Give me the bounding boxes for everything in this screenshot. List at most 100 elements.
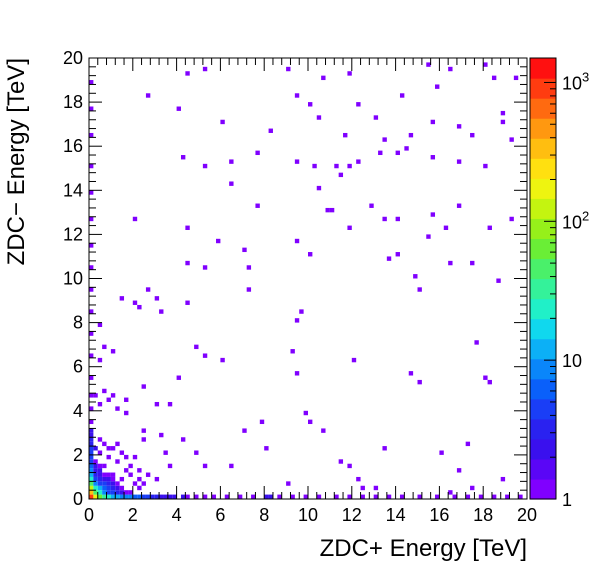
heatmap-bin bbox=[290, 349, 295, 354]
heatmap-bin bbox=[110, 393, 116, 398]
heatmap-bin bbox=[505, 494, 510, 499]
heatmap-bin bbox=[89, 432, 94, 438]
heatmap-bin bbox=[115, 494, 120, 499]
heatmap-bin bbox=[167, 494, 173, 499]
heatmap-bin bbox=[102, 494, 107, 499]
colorbar-tick-exponent: 3 bbox=[582, 69, 589, 84]
x-tick-label: 4 bbox=[172, 505, 182, 525]
heatmap-bin bbox=[426, 234, 431, 239]
heatmap-bin bbox=[474, 340, 479, 345]
colorbar-segment bbox=[530, 418, 556, 440]
heatmap-bin bbox=[115, 490, 120, 495]
heatmap-bin bbox=[360, 494, 365, 499]
heatmap-bin bbox=[435, 494, 440, 499]
y-tick-label: 8 bbox=[73, 313, 83, 333]
heatmap-bin bbox=[338, 172, 344, 178]
heatmap-bin bbox=[417, 379, 422, 385]
heatmap-bin bbox=[321, 75, 326, 81]
heatmap-bin bbox=[154, 401, 160, 407]
colorbar-segment bbox=[530, 458, 556, 480]
heatmap-bin bbox=[124, 468, 129, 473]
colorbar-segment bbox=[530, 378, 556, 400]
heatmap-bin bbox=[303, 410, 308, 416]
heatmap-bin bbox=[93, 494, 98, 499]
heatmap-bin bbox=[251, 494, 256, 499]
heatmap-bin bbox=[167, 463, 173, 469]
heatmap-bin bbox=[316, 494, 322, 499]
colorbar-segment bbox=[530, 98, 556, 119]
heatmap-bin bbox=[128, 463, 133, 469]
heatmap-bin bbox=[102, 481, 107, 486]
heatmap-bin bbox=[356, 159, 361, 164]
heatmap-bin bbox=[448, 66, 453, 72]
heatmap-bin bbox=[172, 494, 177, 499]
heatmap-bin bbox=[154, 494, 160, 499]
heatmap-bin bbox=[220, 119, 225, 125]
heatmap-bin bbox=[237, 494, 243, 499]
heatmap-bin bbox=[294, 159, 300, 164]
colorbar-tick-label: 1 bbox=[562, 490, 572, 510]
heatmap-bin bbox=[154, 476, 160, 482]
heatmap-bin bbox=[141, 384, 146, 389]
heatmap-bin bbox=[132, 494, 138, 499]
heatmap-bin bbox=[124, 490, 129, 495]
heatmap-bin bbox=[483, 163, 488, 169]
heatmap-bin bbox=[185, 225, 190, 230]
heatmap-bin bbox=[286, 66, 291, 72]
heatmap-bin bbox=[194, 494, 199, 499]
heatmap-bin bbox=[102, 490, 107, 495]
y-tick-label: 2 bbox=[73, 445, 83, 465]
heatmap-bin bbox=[124, 397, 129, 402]
heatmap-bin bbox=[110, 349, 116, 354]
heatmap-bin bbox=[294, 318, 300, 323]
heatmap-bins bbox=[89, 62, 523, 499]
heatmap-bin bbox=[89, 331, 94, 336]
heatmap-bin bbox=[93, 485, 98, 491]
heatmap-bin bbox=[316, 185, 322, 191]
heatmap-bin bbox=[408, 132, 414, 138]
heatmap-bin bbox=[347, 463, 352, 469]
heatmap-bin bbox=[124, 494, 129, 499]
heatmap-bin bbox=[294, 93, 300, 98]
heatmap-bin bbox=[115, 406, 120, 411]
heatmap-bin bbox=[145, 287, 151, 292]
heatmap-bin bbox=[128, 472, 133, 477]
x-tick-label: 18 bbox=[473, 505, 493, 525]
heatmap-bin bbox=[229, 159, 234, 164]
heatmap-bin bbox=[115, 441, 120, 447]
y-tick-label: 12 bbox=[63, 224, 83, 244]
heatmap-bin bbox=[303, 494, 308, 499]
heatmap-bin bbox=[329, 207, 335, 213]
heatmap-bin bbox=[89, 287, 94, 292]
colorbar-segment bbox=[530, 118, 556, 139]
heatmap-bin bbox=[124, 410, 129, 416]
heatmap-bin bbox=[334, 494, 339, 499]
heatmap-bin bbox=[176, 106, 181, 111]
heatmap-bin bbox=[110, 485, 116, 491]
heatmap-bin bbox=[102, 388, 107, 394]
heatmap-bin bbox=[180, 437, 186, 442]
heatmap-bin bbox=[110, 494, 116, 499]
heatmap-bin bbox=[119, 296, 125, 301]
heatmap-bin bbox=[106, 485, 111, 491]
heatmap-bin bbox=[141, 494, 146, 499]
heatmap-bin bbox=[202, 463, 208, 469]
heatmap-bin bbox=[97, 490, 103, 495]
heatmap-bin bbox=[185, 494, 190, 499]
heatmap-bin bbox=[347, 71, 352, 76]
heatmap-bin bbox=[102, 463, 107, 469]
heatmap-bin bbox=[386, 256, 392, 261]
heatmap-bin bbox=[290, 494, 295, 499]
heatmap-bin bbox=[351, 357, 357, 363]
heatmap-bin bbox=[294, 371, 300, 376]
y-tick-label: 10 bbox=[63, 269, 83, 289]
heatmap-bin bbox=[106, 481, 111, 486]
colorbar-segment bbox=[530, 158, 556, 179]
heatmap-bin bbox=[496, 278, 501, 283]
heatmap-bin bbox=[373, 115, 379, 120]
heatmap-bin bbox=[137, 476, 142, 482]
heatmap-bin bbox=[128, 490, 133, 495]
heatmap-bin bbox=[470, 260, 475, 266]
